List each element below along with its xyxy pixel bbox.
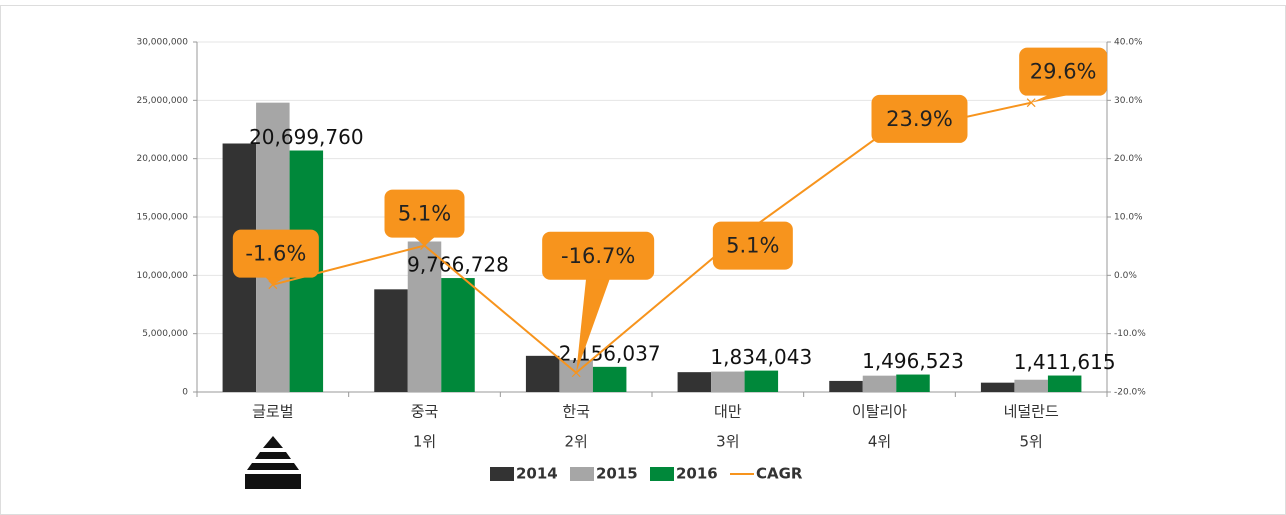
legend-swatch [570,467,594,481]
bar [559,359,593,392]
legend-label: 2014 [516,465,558,483]
callout-label: 5.1% [398,202,451,226]
bar [592,366,627,392]
bar [1014,379,1048,392]
callout-box [1019,47,1108,96]
value-label: 1,834,043 [710,345,812,369]
pyramid-icon [245,436,301,489]
y-tick-label: 20,000,000 [136,154,188,164]
callout [712,221,793,270]
bar [1047,375,1082,392]
bar [829,380,863,392]
callout-box [384,189,465,238]
legend-swatch [490,467,514,481]
callout-label: -1.6% [245,242,306,266]
callout [871,94,968,143]
callout [384,189,465,246]
bar [744,370,779,392]
bar [525,355,560,392]
y2-tick-label: 10.0% [1114,213,1143,223]
y2-tick-label: 20.0% [1114,154,1143,164]
y-tick-label: 30,000,000 [136,38,188,48]
y-tick-label: 10,000,000 [136,271,188,281]
bar [407,241,442,392]
x-tick-label: 대만 [714,403,742,421]
callout [542,231,655,373]
rank-label: 3위 [716,433,739,451]
bar [862,375,897,392]
bar [677,372,712,392]
callout-box [712,221,793,270]
y2-tick-label: -20.0% [1114,388,1146,398]
legend-label: CAGR [756,465,803,483]
y-tick-label: 0 [182,388,188,398]
bar [374,289,408,392]
legend-label: 2015 [596,465,638,483]
x-tick-label: 네덜란드 [1004,403,1059,421]
x-tick-label: 중국 [411,403,439,421]
bar [980,382,1015,392]
callout-box [871,94,968,143]
callout [1019,47,1108,103]
callout-box [542,231,655,280]
callout-label: -16.7% [561,244,635,268]
callout-pointer [576,277,611,373]
callout [232,229,319,285]
line-marker [571,368,581,378]
y2-tick-label: -10.0% [1114,329,1146,339]
bar [711,371,745,392]
bar [441,278,475,392]
legend-swatch [650,467,674,481]
legend-label: 2016 [676,465,718,483]
rank-label: 4위 [868,433,891,451]
callout-pointer [263,275,288,285]
callout-pointer [412,235,437,246]
rank-label: 1위 [413,433,436,451]
value-label: 1,496,523 [862,349,964,373]
x-tick-label: 글로벌 [252,403,293,421]
callout-label: 29.6% [1030,60,1097,84]
y2-tick-label: 40.0% [1114,38,1143,48]
y-tick-label: 15,000,000 [136,213,188,223]
x-tick-label: 이탈리아 [852,403,907,421]
bar [896,374,930,392]
callout-pointer [1031,93,1076,103]
line-marker [1026,98,1036,108]
value-label: 20,699,760 [249,125,364,149]
y-tick-label: 25,000,000 [136,96,188,106]
y2-tick-label: 30.0% [1114,96,1143,106]
value-label: 1,411,615 [1014,350,1116,374]
callout-label: 5.1% [726,234,779,258]
rank-label: 2위 [564,433,587,451]
y2-tick-label: 0.0% [1114,271,1137,281]
callout-label: 23.9% [886,107,953,131]
y-tick-label: 5,000,000 [142,329,188,339]
callout-box [232,229,319,278]
x-tick-label: 한국 [562,403,590,421]
rank-label: 5위 [1019,433,1042,451]
